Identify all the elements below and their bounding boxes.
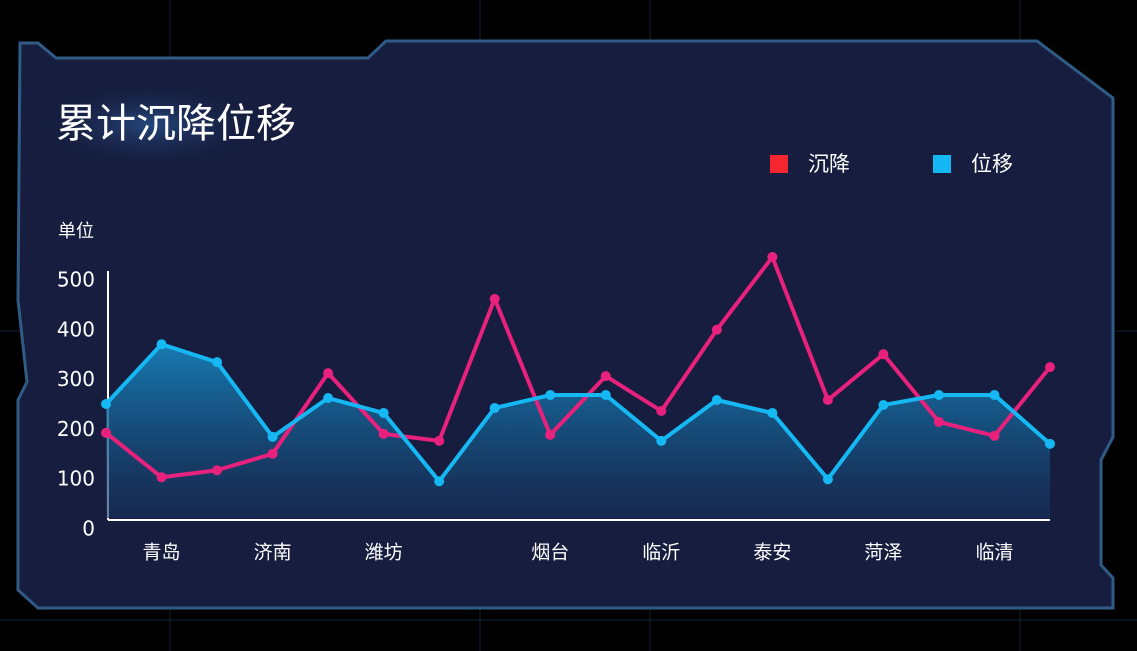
point: [323, 368, 334, 379]
y-tick-label: 500: [57, 267, 95, 291]
point: [267, 448, 278, 459]
point: [545, 429, 556, 440]
y-tick-label: 100: [57, 467, 95, 491]
point: [101, 427, 111, 438]
legend-swatch: [933, 155, 951, 173]
legend-swatch: [770, 155, 788, 173]
point: [101, 398, 111, 409]
point: [600, 390, 611, 401]
y-tick-label: 400: [57, 317, 95, 341]
x-tick-label: 烟台: [531, 542, 569, 564]
point: [767, 407, 778, 418]
point: [711, 324, 722, 335]
point: [1045, 438, 1055, 449]
x-tick-label: 临沂: [642, 542, 680, 564]
y-tick-label: 0: [82, 517, 95, 541]
x-tick-label: 青岛: [143, 542, 181, 564]
area: [106, 344, 1050, 518]
point: [489, 402, 500, 413]
point: [212, 465, 223, 476]
point: [267, 431, 278, 442]
x-tick-label: 泰安: [753, 542, 791, 564]
point: [545, 390, 556, 401]
point: [212, 357, 223, 368]
point: [378, 407, 389, 418]
point: [989, 390, 1000, 401]
title-glow: [30, 80, 270, 170]
point: [378, 428, 389, 439]
chart-title: 累计沉降位移: [56, 101, 296, 147]
point: [656, 405, 667, 416]
point: [489, 293, 500, 304]
legend-label: 沉降: [808, 152, 850, 176]
line: [104, 342, 1052, 484]
plot: 0 100 200 300 400 500 青岛 济南 潍坊 烟台 临沂 泰安 菏泽 临清 沉降 位移: [57, 152, 1055, 564]
point: [1045, 362, 1055, 373]
point: [323, 393, 334, 404]
point: [878, 399, 889, 410]
line: [104, 255, 1052, 480]
point: [156, 472, 167, 483]
point: [989, 430, 1000, 441]
x-tick-label: 菏泽: [864, 542, 902, 564]
x-tick-label: 济南: [254, 542, 292, 564]
point: [434, 476, 445, 487]
point: [711, 395, 722, 406]
y-tick-label: 300: [57, 367, 95, 391]
point: [434, 435, 445, 446]
point: [656, 435, 667, 446]
point: [767, 252, 778, 263]
y-tick-label: 200: [57, 417, 95, 441]
x-tick-label: 临清: [975, 542, 1013, 564]
point: [933, 416, 944, 427]
x-tick-label: 潍坊: [365, 542, 403, 564]
point: [878, 349, 889, 360]
point: [822, 474, 833, 485]
point: [156, 339, 167, 350]
point: [600, 371, 611, 382]
legend-label: 位移: [971, 152, 1013, 176]
y-axis-label: 单位: [58, 221, 94, 242]
point: [933, 390, 944, 401]
point: [822, 395, 833, 406]
